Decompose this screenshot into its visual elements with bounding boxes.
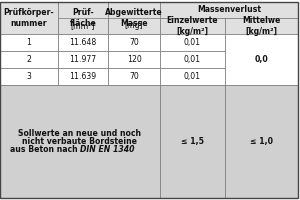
Bar <box>108 18 160 34</box>
Text: Prüf-
fläche: Prüf- fläche <box>70 8 96 28</box>
Bar <box>58 51 108 68</box>
Bar <box>160 85 225 198</box>
Bar <box>58 18 108 34</box>
Text: 3: 3 <box>27 72 32 81</box>
Text: [mg]: [mg] <box>125 21 143 30</box>
Text: Sollwerte an neue und noch: Sollwerte an neue und noch <box>19 130 142 138</box>
Text: 0,01: 0,01 <box>184 38 201 47</box>
Bar <box>160 2 298 18</box>
Bar <box>160 68 225 85</box>
Text: 0,0: 0,0 <box>255 55 268 64</box>
Text: 11.977: 11.977 <box>69 55 97 64</box>
Text: Mittelwe
[kg/m²]: Mittelwe [kg/m²] <box>242 16 281 36</box>
Text: ≤ 1,5: ≤ 1,5 <box>181 137 204 146</box>
Bar <box>0 68 58 85</box>
Text: 70: 70 <box>129 38 139 47</box>
Bar <box>225 18 298 34</box>
Text: Massenverlust: Massenverlust <box>197 5 261 15</box>
Bar <box>225 34 298 85</box>
Text: 11.639: 11.639 <box>69 72 97 81</box>
Bar <box>58 34 108 51</box>
Bar <box>58 68 108 85</box>
Bar <box>0 51 58 68</box>
Text: 0,01: 0,01 <box>184 72 201 81</box>
Text: 0,01: 0,01 <box>184 55 201 64</box>
Text: aus Beton nach: aus Beton nach <box>10 144 80 154</box>
Text: 1: 1 <box>26 38 32 47</box>
Text: Einzelwerte
[kg/m²]: Einzelwerte [kg/m²] <box>167 16 218 36</box>
Text: [mm²]: [mm²] <box>71 21 95 30</box>
Bar <box>0 2 58 34</box>
Text: nicht verbaute Bordsteine: nicht verbaute Bordsteine <box>22 137 137 146</box>
Text: 70: 70 <box>129 72 139 81</box>
Bar <box>160 34 225 51</box>
Text: DIN EN 1340: DIN EN 1340 <box>80 144 134 154</box>
Bar <box>108 68 160 85</box>
Text: Prüfkörper-
nummer: Prüfkörper- nummer <box>4 8 54 28</box>
Text: 2: 2 <box>27 55 32 64</box>
Bar <box>160 51 225 68</box>
Text: 120: 120 <box>127 55 141 64</box>
Bar <box>0 34 58 51</box>
Text: 11.648: 11.648 <box>69 38 97 47</box>
Text: ≤ 1,0: ≤ 1,0 <box>250 137 273 146</box>
Bar <box>225 85 298 198</box>
Bar <box>160 18 225 34</box>
Bar <box>58 2 108 34</box>
Text: Abgewitterte
Masse: Abgewitterte Masse <box>105 8 163 28</box>
Bar <box>108 51 160 68</box>
Bar <box>108 34 160 51</box>
Bar <box>108 2 160 34</box>
Bar <box>0 85 160 198</box>
